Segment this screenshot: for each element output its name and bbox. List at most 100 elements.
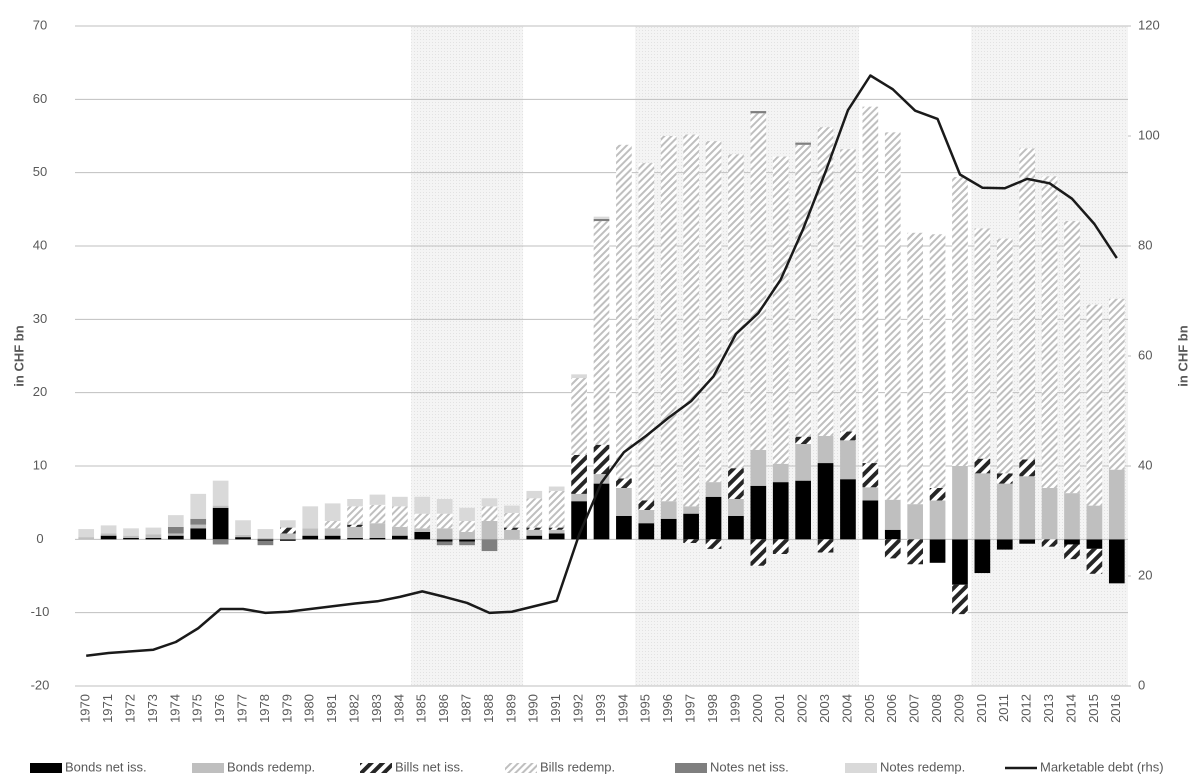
bars — [78, 106, 1125, 615]
bar-segment — [504, 505, 520, 513]
legend-swatch — [30, 763, 62, 773]
bar-segment — [1041, 176, 1058, 489]
legend-swatch — [360, 763, 392, 773]
bar-segment — [1064, 493, 1080, 540]
bar-segment — [862, 487, 879, 501]
x-tick-label: 1983 — [369, 694, 384, 723]
y-tick-label: 10 — [33, 457, 47, 472]
bar-segment — [817, 539, 834, 553]
bar-segment — [862, 463, 879, 488]
x-tick-label: 1997 — [683, 694, 698, 723]
bar-segment — [167, 515, 184, 527]
bar-segment — [1019, 148, 1036, 460]
bar-segment — [436, 528, 453, 540]
bar-segment — [414, 532, 431, 540]
bar-segment — [302, 535, 319, 540]
bar-segment — [593, 221, 610, 445]
x-tick-label: 2012 — [1019, 694, 1034, 723]
y2-axis-label: in CHF bn — [1175, 325, 1190, 386]
bar-segment — [190, 518, 207, 525]
bar-segment — [548, 490, 565, 528]
bar-segment — [504, 529, 520, 540]
bar-segment — [884, 499, 901, 530]
bar-segment — [459, 539, 475, 542]
bar-segment — [459, 521, 475, 532]
x-tick-label: 2013 — [1041, 694, 1056, 723]
legend-label: Bills redemp. — [540, 759, 615, 774]
bar-segment — [638, 523, 655, 540]
bar-segment — [548, 533, 565, 540]
bar-segment — [123, 535, 139, 538]
bar-segment — [347, 499, 363, 507]
x-tick-label: 1970 — [78, 694, 93, 723]
y2-tick-label: 20 — [1138, 567, 1152, 582]
bar-segment — [145, 527, 162, 535]
x-tick-label: 2016 — [1108, 694, 1123, 723]
bar-segment — [638, 500, 655, 510]
bar-segment — [481, 521, 498, 540]
bar-segment — [638, 163, 655, 501]
bar-segment — [257, 537, 274, 540]
bar-segment — [907, 504, 924, 540]
bar-segment — [907, 539, 924, 565]
bar-segment — [974, 228, 991, 459]
bar-segment — [750, 449, 767, 486]
bar-segment — [683, 134, 699, 507]
bar-segment — [436, 541, 453, 546]
bar-segment — [1086, 304, 1103, 506]
y-tick-label: 20 — [33, 384, 47, 399]
x-tick-label: 1994 — [615, 694, 630, 723]
bar-segment — [705, 482, 722, 497]
bar-segment — [369, 494, 386, 505]
bar-segment — [302, 506, 319, 529]
y2-tick-label: 40 — [1138, 457, 1152, 472]
bar-segment — [795, 142, 811, 145]
bar-segment — [257, 539, 274, 541]
bar-segment — [167, 535, 184, 540]
y-tick-label: 50 — [33, 164, 47, 179]
x-tick-label: 2000 — [750, 694, 765, 723]
bar-segment — [795, 144, 811, 437]
bar-segment — [840, 440, 856, 480]
x-tick-label: 2001 — [772, 694, 787, 723]
bar-segment — [190, 524, 207, 529]
bar-segment — [996, 473, 1013, 484]
x-tick-label: 1985 — [414, 694, 429, 723]
bar-segment — [660, 501, 677, 519]
bar-segment — [616, 144, 632, 479]
bar-segment — [705, 539, 722, 549]
bar-segment — [683, 539, 699, 543]
bar-segment — [772, 482, 789, 540]
bar-segment — [660, 518, 677, 540]
bar-segment — [593, 474, 610, 484]
x-tick-label: 1975 — [190, 694, 205, 723]
bar-segment — [974, 473, 991, 540]
bar-segment — [884, 132, 901, 500]
bar-segment — [78, 537, 95, 540]
bar-segment — [862, 500, 879, 540]
legend-swatch — [675, 763, 707, 773]
bar-segment — [347, 537, 363, 540]
x-tick-label: 2006 — [884, 694, 899, 723]
bar-segment — [907, 232, 924, 505]
bar-segment — [392, 535, 408, 540]
x-tick-label: 1990 — [526, 694, 541, 723]
bar-segment — [1086, 539, 1103, 549]
bar-segment — [212, 480, 229, 506]
x-tick-label: 1979 — [279, 694, 294, 723]
bar-segment — [145, 537, 162, 540]
bar-segment — [840, 479, 856, 540]
bar-segment — [772, 463, 789, 483]
x-tick-label: 1993 — [593, 694, 608, 723]
bar-segment — [638, 510, 655, 524]
bar-segment — [1086, 548, 1103, 574]
bar-segment — [795, 480, 811, 540]
bar-segment — [1108, 539, 1125, 584]
bar-segment — [974, 458, 991, 474]
x-tick-label: 1998 — [705, 694, 720, 723]
bar-segment — [436, 539, 453, 542]
bar-segment — [324, 528, 341, 536]
x-tick-label: 1987 — [459, 694, 474, 723]
y-tick-label: 70 — [33, 17, 47, 32]
bar-segment — [616, 488, 632, 516]
